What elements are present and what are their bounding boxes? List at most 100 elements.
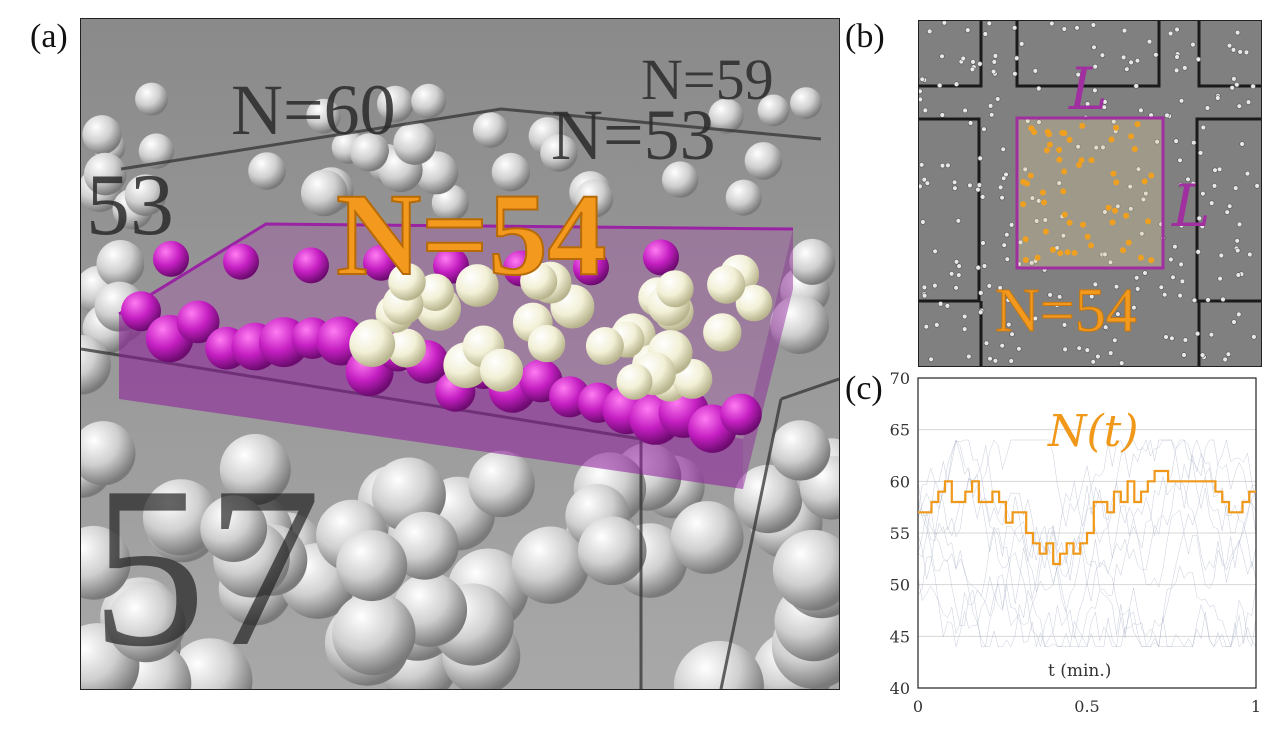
particle bbox=[223, 243, 259, 280]
background-trace bbox=[917, 499, 1257, 648]
counted-particle bbox=[1145, 218, 1152, 225]
particle bbox=[1061, 26, 1068, 32]
particle bbox=[1138, 107, 1144, 114]
counted-particle bbox=[1079, 122, 1086, 129]
particle bbox=[1195, 249, 1201, 255]
particle bbox=[986, 283, 993, 289]
particle bbox=[1212, 167, 1218, 173]
counted-particle bbox=[1064, 249, 1071, 256]
counted-particle bbox=[1056, 146, 1063, 153]
particle bbox=[1229, 85, 1235, 91]
particle bbox=[472, 112, 509, 148]
particle bbox=[735, 284, 773, 322]
particle bbox=[1204, 105, 1211, 111]
nt-series-line bbox=[918, 469, 1256, 566]
particle bbox=[970, 59, 976, 65]
particle bbox=[922, 107, 929, 114]
particle bbox=[960, 55, 966, 62]
particle bbox=[1108, 350, 1114, 356]
particle bbox=[1112, 337, 1118, 343]
x-tick-labels: 0 0.5 1 bbox=[913, 697, 1261, 716]
particle bbox=[941, 21, 948, 26]
particle bbox=[1074, 25, 1080, 31]
count-label-b: N=54 bbox=[995, 277, 1137, 345]
particle bbox=[962, 107, 968, 114]
particle bbox=[1054, 302, 1060, 308]
particle bbox=[1036, 85, 1042, 92]
particle bbox=[1239, 141, 1245, 147]
particle bbox=[1139, 231, 1145, 237]
particle bbox=[1158, 284, 1165, 290]
particle bbox=[1049, 21, 1055, 27]
counted-particle bbox=[1043, 147, 1050, 154]
particle bbox=[1247, 251, 1253, 258]
y-tick-label: 70 bbox=[890, 369, 910, 388]
particle bbox=[1042, 217, 1049, 223]
particle bbox=[961, 313, 968, 320]
particle bbox=[744, 142, 783, 180]
particle bbox=[919, 88, 923, 94]
particle bbox=[924, 180, 931, 186]
particle bbox=[1127, 183, 1133, 190]
counted-particle bbox=[1046, 141, 1053, 148]
counted-particle bbox=[1020, 201, 1027, 208]
particle bbox=[124, 174, 167, 216]
panel-c-chart: 40 45 50 55 60 65 70 0 0.5 1 N(t) t (min.) bbox=[872, 368, 1272, 728]
particle bbox=[707, 265, 746, 304]
particle bbox=[1208, 332, 1215, 338]
particle bbox=[393, 122, 437, 165]
particle bbox=[1142, 270, 1148, 276]
particle bbox=[1011, 25, 1018, 31]
particle bbox=[1236, 221, 1243, 228]
counted-particle bbox=[1110, 170, 1117, 177]
background-trace bbox=[917, 439, 1257, 552]
particle bbox=[1134, 275, 1140, 281]
particle bbox=[720, 393, 762, 436]
particle bbox=[770, 295, 829, 354]
particle bbox=[1178, 223, 1185, 229]
particle bbox=[1225, 351, 1232, 357]
counted-particle bbox=[1113, 179, 1120, 186]
counted-particle bbox=[1060, 188, 1067, 195]
particle bbox=[1194, 331, 1201, 337]
particle bbox=[1103, 324, 1109, 330]
particle bbox=[944, 303, 951, 309]
particle bbox=[1013, 55, 1020, 61]
particle bbox=[1115, 311, 1121, 317]
particle bbox=[1172, 244, 1178, 250]
particle bbox=[1092, 63, 1098, 70]
particle bbox=[977, 155, 983, 162]
particle bbox=[921, 176, 928, 183]
particle bbox=[977, 61, 983, 67]
particle bbox=[1178, 261, 1184, 268]
particle bbox=[1089, 293, 1095, 300]
y-tick-label: 45 bbox=[890, 627, 910, 646]
particle bbox=[1233, 185, 1239, 191]
particle bbox=[1121, 27, 1128, 34]
background-trace bbox=[917, 439, 1257, 604]
particle bbox=[978, 290, 984, 296]
particle bbox=[1181, 352, 1187, 358]
particle bbox=[981, 263, 988, 269]
particle bbox=[1101, 104, 1108, 110]
particle bbox=[1009, 331, 1015, 337]
counted-particle bbox=[1066, 219, 1073, 226]
counted-particle bbox=[1113, 124, 1120, 131]
particle bbox=[1250, 83, 1256, 90]
particle bbox=[953, 259, 960, 265]
particle bbox=[670, 501, 744, 574]
particle bbox=[975, 265, 981, 271]
counted-particle bbox=[1034, 254, 1041, 261]
counted-particle bbox=[1039, 189, 1046, 196]
particle bbox=[1234, 238, 1240, 244]
panel-b-micrograph: L L N=54 bbox=[918, 20, 1262, 367]
particle bbox=[976, 182, 983, 188]
particle bbox=[1032, 68, 1039, 74]
particle bbox=[1092, 281, 1099, 288]
panel-b-label: (b) bbox=[845, 18, 885, 55]
particle bbox=[306, 98, 341, 134]
counted-particle bbox=[1046, 131, 1052, 138]
particle bbox=[951, 179, 958, 186]
counted-particle bbox=[1049, 246, 1056, 253]
counted-particle bbox=[1022, 236, 1029, 243]
